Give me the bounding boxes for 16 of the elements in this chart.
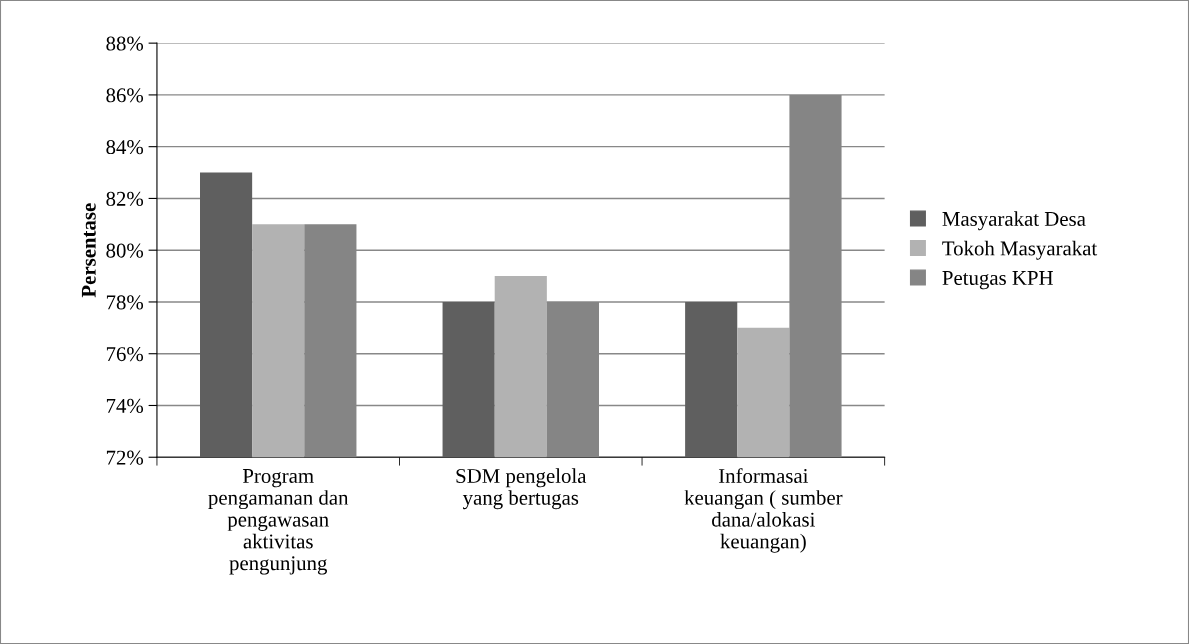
legend-label: Petugas KPH	[942, 271, 1053, 290]
x-tick-label: Informasai keuangan ( sumber dana/alokasi keuangan)	[684, 468, 843, 553]
x-tick-label: Program pengamanan dan pengawasan aktivitas pengunjung	[208, 469, 349, 575]
x-tick-label: SDM pengelola yang bertugas	[456, 468, 587, 510]
legend-label: Masyarakat Desa	[942, 211, 1086, 231]
y-tick-label: 84%	[106, 140, 144, 155]
y-tick-label: 74%	[106, 398, 144, 413]
y-tick-label: 76%	[106, 347, 144, 362]
y-tick-label: 82%	[106, 191, 144, 206]
y-tick-label: 72%	[106, 450, 144, 465]
y-tick-label: 88%	[106, 36, 144, 51]
y-tick-label: 78%	[106, 295, 144, 310]
y-tick-label: 80%	[106, 243, 144, 258]
y-tick-label: 86%	[106, 88, 144, 103]
legend-label: Tokoh Masyarakat	[942, 240, 1098, 260]
y-axis-title: Persentase	[81, 203, 96, 298]
